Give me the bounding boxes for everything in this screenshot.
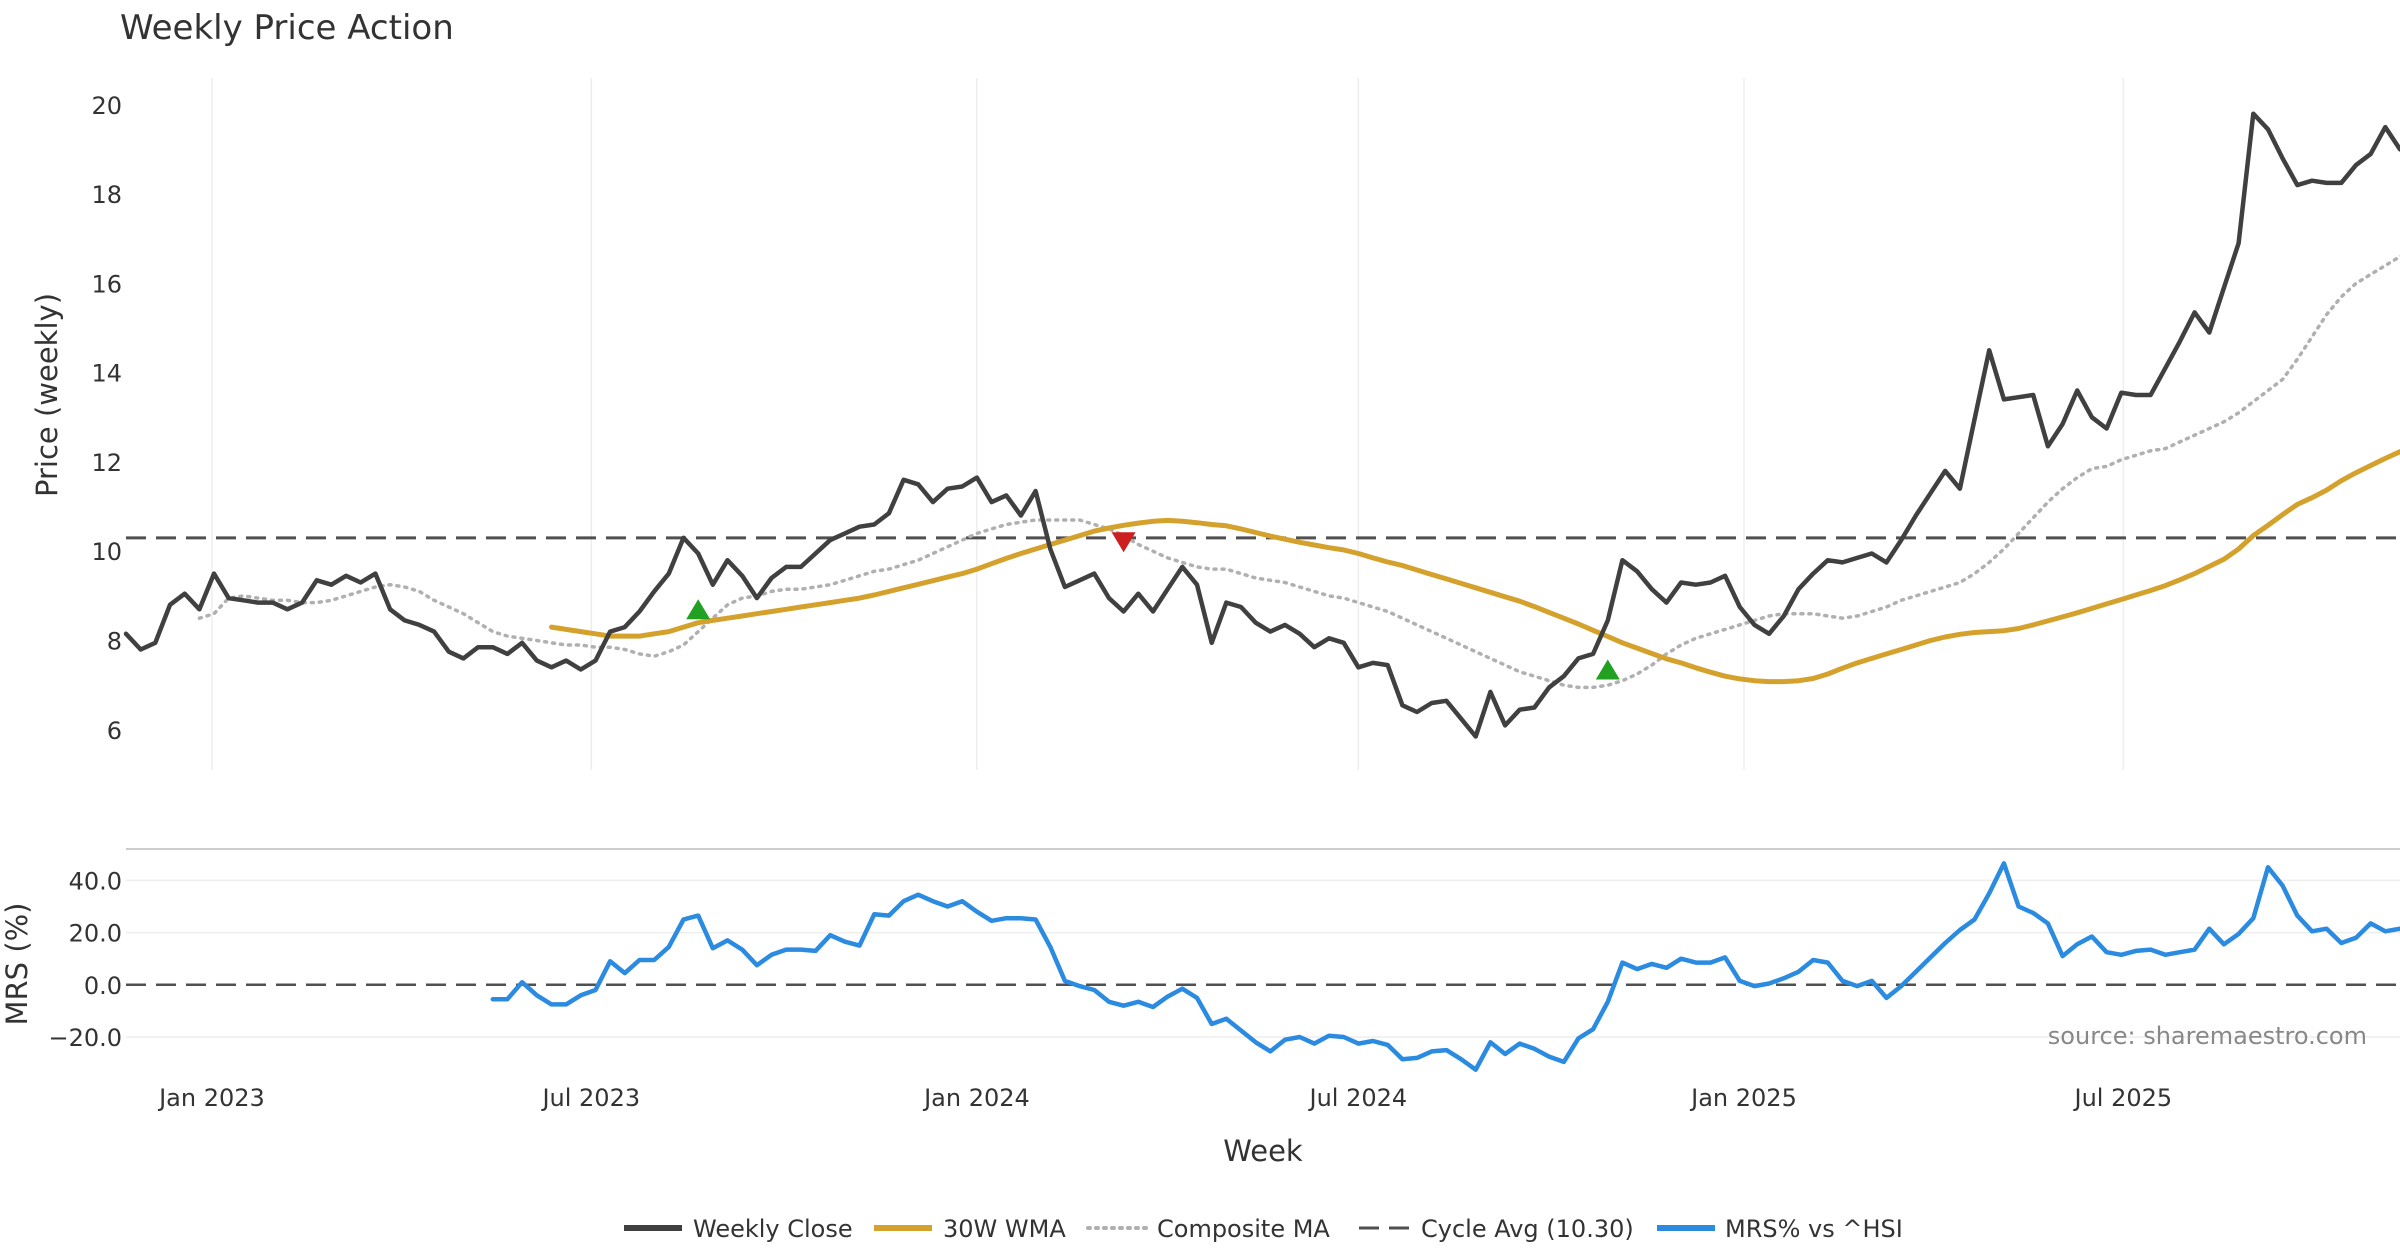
price-y-tick-label: 16 <box>91 270 122 298</box>
x-tick-label: Jul 2025 <box>2073 1084 2173 1112</box>
legend-label-composite-ma: Composite MA <box>1157 1215 1330 1243</box>
gridlines <box>126 78 2400 1038</box>
price-y-tick-label: 14 <box>91 360 122 388</box>
series-line-weekly-close <box>123 111 2400 739</box>
buy-signal-marker <box>1595 659 1620 680</box>
mrs-y-tick-label: −20.0 <box>48 1024 122 1052</box>
legend-label-30w-wma: 30W WMA <box>943 1215 1066 1243</box>
legend-label-weekly-close: Weekly Close <box>693 1215 853 1243</box>
x-ticks: Jan 2023 Jul 2023 Jan 2024 Jul 2024 Jan 2025… <box>157 1084 2172 1112</box>
price-y-tick-label: 8 <box>107 628 122 656</box>
mrs-y-tick-label: 0.0 <box>84 972 122 1000</box>
price-y-tick-label: 18 <box>91 181 122 209</box>
x-tick-label: Jul 2023 <box>540 1084 640 1112</box>
mrs-y-tick-label: 40.0 <box>69 867 122 895</box>
mrs-y-ticks: 40.0 20.0 0.0 −20.0 <box>48 867 122 1052</box>
price-y-tick-label: 12 <box>91 449 122 477</box>
price-y-tick-label: 10 <box>91 538 122 566</box>
signal-markers <box>686 532 1620 680</box>
reference-lines <box>126 536 2400 987</box>
series-line-composite-ma <box>197 254 2400 690</box>
series-lines <box>123 111 2400 1072</box>
legend: Weekly Close 30W WMA Composite MA Cycle … <box>624 1215 1903 1243</box>
price-y-tick-label: 20 <box>91 92 122 120</box>
x-tick-label: Jul 2024 <box>1308 1084 1408 1112</box>
legend-label-cycle-avg: Cycle Avg (10.30) <box>1421 1215 1634 1243</box>
x-axis-label: Week <box>1223 1134 1303 1168</box>
chart-title: Weekly Price Action <box>120 8 454 48</box>
price-y-tick-label: 6 <box>107 717 122 745</box>
legend-label-mrs: MRS% vs ^HSI <box>1725 1215 1903 1243</box>
x-tick-label: Jan 2025 <box>1689 1084 1797 1112</box>
price-y-ticks: 6 8 10 12 14 16 18 20 <box>91 92 122 745</box>
mrs-y-tick-label: 20.0 <box>69 920 122 948</box>
series-line-mrs-vs-hsi <box>490 861 2400 1072</box>
source-credit: source: sharemaestro.com <box>2048 1022 2367 1050</box>
series-line-30w-wma <box>549 448 2400 685</box>
mrs-y-axis-label: MRS (%) <box>0 903 34 1026</box>
x-tick-label: Jan 2023 <box>157 1084 265 1112</box>
x-tick-label: Jan 2024 <box>922 1084 1030 1112</box>
buy-signal-marker <box>686 599 711 620</box>
price-y-axis-label: Price (weekly) <box>30 293 64 497</box>
sell-signal-marker <box>1111 532 1136 553</box>
